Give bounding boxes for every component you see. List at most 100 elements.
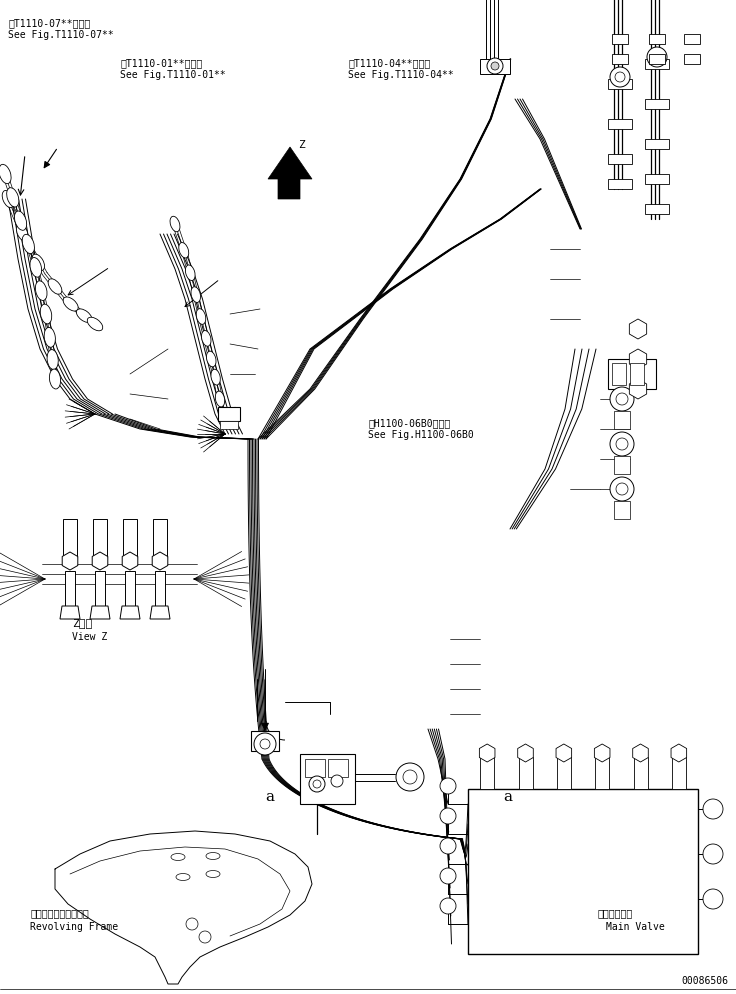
Bar bbox=[220, 421, 238, 429]
Circle shape bbox=[440, 868, 456, 884]
Ellipse shape bbox=[191, 287, 200, 303]
Ellipse shape bbox=[170, 217, 180, 233]
Text: View Z: View Z bbox=[72, 631, 107, 641]
Circle shape bbox=[331, 775, 343, 787]
Ellipse shape bbox=[22, 236, 35, 254]
Ellipse shape bbox=[32, 254, 45, 271]
Ellipse shape bbox=[35, 281, 47, 301]
Ellipse shape bbox=[202, 331, 211, 347]
Polygon shape bbox=[268, 148, 312, 200]
Bar bbox=[305, 759, 325, 777]
Text: a: a bbox=[503, 789, 512, 803]
Polygon shape bbox=[150, 606, 170, 619]
Circle shape bbox=[703, 844, 723, 864]
Polygon shape bbox=[63, 553, 78, 571]
Text: Main Valve: Main Valve bbox=[606, 921, 665, 931]
Bar bbox=[684, 35, 700, 45]
Ellipse shape bbox=[7, 189, 19, 208]
Circle shape bbox=[610, 68, 630, 87]
Ellipse shape bbox=[47, 350, 58, 370]
Ellipse shape bbox=[197, 309, 206, 325]
Text: See Fig.T1110-01**: See Fig.T1110-01** bbox=[120, 70, 226, 80]
Circle shape bbox=[616, 483, 628, 495]
Polygon shape bbox=[92, 553, 107, 571]
Ellipse shape bbox=[206, 871, 220, 878]
Polygon shape bbox=[633, 745, 648, 762]
Circle shape bbox=[396, 763, 424, 791]
Circle shape bbox=[199, 931, 211, 943]
Bar bbox=[608, 360, 656, 390]
Bar bbox=[645, 100, 669, 110]
Polygon shape bbox=[90, 606, 110, 619]
Text: See Fig.T1110-04**: See Fig.T1110-04** bbox=[348, 70, 454, 80]
Polygon shape bbox=[671, 745, 687, 762]
Circle shape bbox=[309, 776, 325, 792]
Bar bbox=[595, 757, 609, 789]
Polygon shape bbox=[629, 320, 647, 340]
Circle shape bbox=[440, 808, 456, 824]
Circle shape bbox=[403, 770, 417, 784]
Ellipse shape bbox=[40, 305, 52, 324]
Text: 第T1110-07**図参照: 第T1110-07**図参照 bbox=[8, 18, 91, 28]
Ellipse shape bbox=[211, 370, 220, 386]
Bar bbox=[614, 456, 630, 474]
Circle shape bbox=[703, 889, 723, 910]
Bar bbox=[672, 757, 686, 789]
Ellipse shape bbox=[206, 853, 220, 860]
Bar bbox=[480, 60, 510, 75]
Circle shape bbox=[313, 780, 321, 788]
Circle shape bbox=[616, 394, 628, 406]
Ellipse shape bbox=[63, 297, 78, 312]
Text: メインバルブ: メインバルブ bbox=[598, 908, 633, 917]
Bar bbox=[645, 60, 669, 70]
Circle shape bbox=[440, 838, 456, 854]
Ellipse shape bbox=[176, 874, 190, 881]
Bar bbox=[612, 55, 628, 65]
Bar bbox=[645, 175, 669, 185]
Bar bbox=[645, 140, 669, 150]
Bar bbox=[468, 789, 698, 954]
Polygon shape bbox=[152, 553, 168, 571]
Bar bbox=[93, 520, 107, 558]
Text: Revolving Frame: Revolving Frame bbox=[30, 921, 118, 931]
Bar bbox=[95, 572, 105, 606]
Bar bbox=[63, 520, 77, 558]
Ellipse shape bbox=[88, 318, 103, 331]
Bar bbox=[614, 412, 630, 429]
Circle shape bbox=[260, 740, 270, 749]
Bar bbox=[612, 35, 628, 45]
Ellipse shape bbox=[30, 258, 42, 278]
Bar bbox=[614, 502, 630, 520]
Bar bbox=[125, 572, 135, 606]
Circle shape bbox=[440, 778, 456, 794]
Bar bbox=[557, 757, 571, 789]
Text: See Fig.H1100-06B0: See Fig.H1100-06B0 bbox=[368, 429, 474, 439]
Bar bbox=[649, 55, 665, 65]
Circle shape bbox=[703, 799, 723, 819]
Polygon shape bbox=[60, 606, 80, 619]
Ellipse shape bbox=[77, 309, 92, 323]
Bar bbox=[608, 180, 632, 190]
Ellipse shape bbox=[44, 328, 55, 348]
Bar bbox=[608, 155, 632, 165]
Ellipse shape bbox=[207, 352, 216, 368]
Polygon shape bbox=[556, 745, 572, 762]
Bar bbox=[300, 754, 355, 804]
Circle shape bbox=[186, 918, 198, 930]
Bar bbox=[123, 520, 137, 558]
Text: Z　視: Z 視 bbox=[72, 617, 92, 627]
Circle shape bbox=[610, 432, 634, 456]
Polygon shape bbox=[595, 745, 610, 762]
Bar bbox=[608, 120, 632, 130]
Ellipse shape bbox=[171, 854, 185, 861]
Bar bbox=[645, 205, 669, 215]
Circle shape bbox=[491, 63, 499, 71]
Bar bbox=[480, 757, 494, 789]
Ellipse shape bbox=[216, 392, 224, 408]
Circle shape bbox=[254, 734, 276, 755]
Circle shape bbox=[610, 477, 634, 502]
Text: a: a bbox=[266, 789, 275, 803]
Text: 第T1110-04**図参照: 第T1110-04**図参照 bbox=[348, 58, 431, 68]
Ellipse shape bbox=[179, 244, 188, 258]
Polygon shape bbox=[122, 553, 138, 571]
